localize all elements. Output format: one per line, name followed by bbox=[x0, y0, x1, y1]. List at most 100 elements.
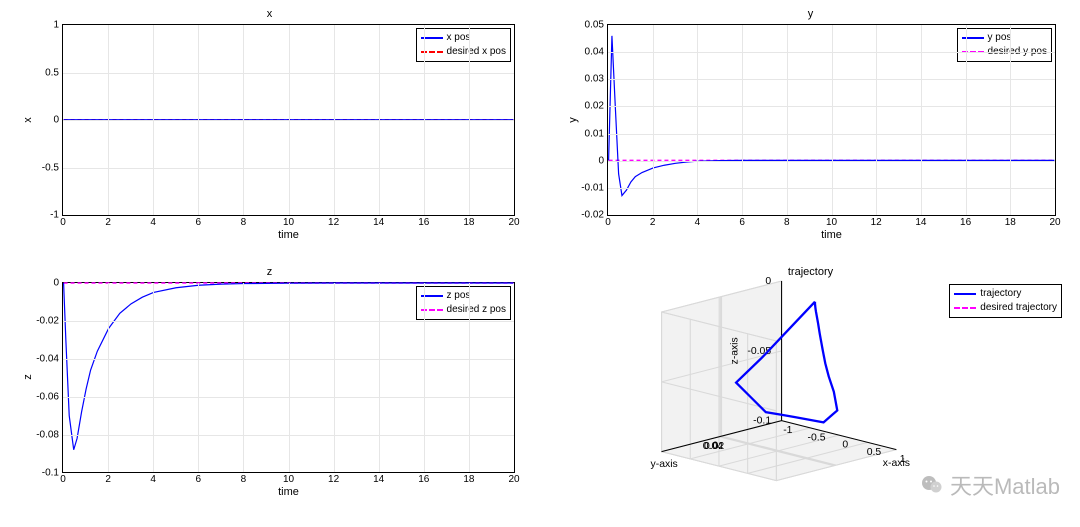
ylabel-x: x bbox=[22, 117, 34, 123]
title-y: y bbox=[555, 8, 1066, 20]
svg-text:0: 0 bbox=[765, 276, 771, 287]
xlabel: time bbox=[63, 486, 514, 498]
legend-label: desired z pos bbox=[447, 303, 506, 317]
legend-label: y pos bbox=[988, 31, 1012, 45]
xtick-label: 14 bbox=[915, 217, 926, 228]
xtick-label: 20 bbox=[508, 474, 519, 485]
ytick-label: 0.02 bbox=[585, 101, 604, 112]
xtick-label: 10 bbox=[826, 217, 837, 228]
ytick-label: -1 bbox=[50, 210, 59, 221]
legend-swatch bbox=[954, 293, 976, 295]
legend-label: desired trajectory bbox=[980, 301, 1057, 315]
svg-text:y-axis: y-axis bbox=[651, 459, 678, 470]
xtick-label: 18 bbox=[463, 474, 474, 485]
svg-text:0: 0 bbox=[842, 439, 848, 450]
title-z: z bbox=[14, 266, 525, 278]
xtick-label: 8 bbox=[784, 217, 790, 228]
xtick-label: 8 bbox=[241, 217, 247, 228]
ytick-label: 0.5 bbox=[45, 67, 59, 78]
xtick-label: 18 bbox=[1005, 217, 1016, 228]
xtick-label: 2 bbox=[105, 474, 111, 485]
xtick-label: 16 bbox=[418, 474, 429, 485]
ytick-label: -0.5 bbox=[42, 162, 59, 173]
ytick-label: -0.08 bbox=[36, 429, 59, 440]
xtick-label: 10 bbox=[283, 474, 294, 485]
ytick-label: 0 bbox=[53, 115, 59, 126]
legend-label: desired x pos bbox=[447, 45, 506, 59]
legend-label: x pos bbox=[447, 31, 471, 45]
xtick-label: 16 bbox=[418, 217, 429, 228]
legend-x: x posdesired x pos bbox=[416, 28, 511, 62]
xtick-label: 2 bbox=[105, 217, 111, 228]
svg-text:-1: -1 bbox=[783, 425, 792, 436]
svg-text:0.5: 0.5 bbox=[867, 446, 882, 457]
ytick-label: 0.05 bbox=[585, 20, 604, 31]
ylabel-y: y bbox=[567, 117, 579, 123]
axes-z: z posdesired z pos 02468101214161820-0.1… bbox=[62, 282, 515, 474]
legend-swatch bbox=[954, 307, 976, 309]
xtick-label: 14 bbox=[373, 474, 384, 485]
xtick-label: 8 bbox=[241, 474, 247, 485]
xtick-label: 6 bbox=[739, 217, 745, 228]
legend-entry: trajectory bbox=[954, 287, 1057, 301]
xtick-label: 10 bbox=[283, 217, 294, 228]
ytick-label: 0 bbox=[53, 277, 59, 288]
xtick-label: 6 bbox=[196, 217, 202, 228]
ytick-label: -0.01 bbox=[581, 182, 604, 193]
svg-text:0.04: 0.04 bbox=[703, 441, 724, 452]
subplot-z: z z posdesired z pos 02468101214161820-0… bbox=[14, 266, 525, 514]
legend-z: z posdesired z pos bbox=[416, 286, 511, 320]
ytick-label: -0.02 bbox=[581, 210, 604, 221]
ytick-label: 0 bbox=[598, 155, 604, 166]
xtick-label: 14 bbox=[373, 217, 384, 228]
svg-text:x-axis: x-axis bbox=[883, 458, 910, 469]
legend-entry: desired trajectory bbox=[954, 301, 1057, 315]
xlabel: time bbox=[63, 229, 514, 241]
xtick-label: 20 bbox=[508, 217, 519, 228]
svg-text:-0.1: -0.1 bbox=[753, 415, 771, 426]
title-x: x bbox=[14, 8, 525, 20]
subplot-trajectory: trajectory -1-0.500.5100.020.04-0.1-0.05… bbox=[555, 266, 1066, 514]
axes-x: x posdesired x pos 02468101214161820-1-0… bbox=[62, 24, 515, 216]
ylabel-z: z bbox=[22, 375, 34, 381]
xtick-label: 12 bbox=[328, 217, 339, 228]
legend-entry: desired x pos bbox=[421, 45, 506, 59]
xtick-label: 4 bbox=[150, 474, 156, 485]
xtick-label: 4 bbox=[150, 217, 156, 228]
xtick-label: 0 bbox=[605, 217, 611, 228]
legend-label: trajectory bbox=[980, 287, 1021, 301]
xtick-label: 0 bbox=[60, 217, 66, 228]
xtick-label: 4 bbox=[695, 217, 701, 228]
ytick-label: 0.04 bbox=[585, 47, 604, 58]
xtick-label: 16 bbox=[960, 217, 971, 228]
xtick-label: 12 bbox=[328, 474, 339, 485]
legend-traj: trajectorydesired trajectory bbox=[949, 284, 1062, 318]
ytick-label: -0.1 bbox=[42, 467, 59, 478]
axes-y: y posdesired y pos 02468101214161820-0.0… bbox=[607, 24, 1056, 216]
xtick-label: 2 bbox=[650, 217, 656, 228]
title-traj: trajectory bbox=[555, 266, 1066, 278]
xtick-label: 20 bbox=[1049, 217, 1060, 228]
xtick-label: 0 bbox=[60, 474, 66, 485]
legend-label: z pos bbox=[447, 289, 471, 303]
subplot-x: x x posdesired x pos 02468101214161820-1… bbox=[14, 8, 525, 256]
ytick-label: 0.01 bbox=[585, 128, 604, 139]
legend-y: y posdesired y pos bbox=[957, 28, 1052, 62]
figure-grid: x x posdesired x pos 02468101214161820-1… bbox=[0, 0, 1080, 527]
svg-text:-0.5: -0.5 bbox=[808, 432, 826, 443]
xtick-label: 6 bbox=[196, 474, 202, 485]
legend-entry: desired z pos bbox=[421, 303, 506, 317]
ytick-label: -0.06 bbox=[36, 391, 59, 402]
ytick-label: -0.04 bbox=[36, 353, 59, 364]
subplot-y: y y posdesired y pos 02468101214161820-0… bbox=[555, 8, 1066, 256]
xtick-label: 12 bbox=[871, 217, 882, 228]
legend-entry: z pos bbox=[421, 289, 506, 303]
xtick-label: 18 bbox=[463, 217, 474, 228]
ytick-label: 0.03 bbox=[585, 74, 604, 85]
xlabel: time bbox=[608, 229, 1055, 241]
svg-text:z-axis: z-axis bbox=[730, 337, 741, 364]
ytick-label: 1 bbox=[53, 20, 59, 31]
ytick-label: -0.02 bbox=[36, 315, 59, 326]
legend-entry: x pos bbox=[421, 31, 506, 45]
legend-entry: y pos bbox=[962, 31, 1047, 45]
